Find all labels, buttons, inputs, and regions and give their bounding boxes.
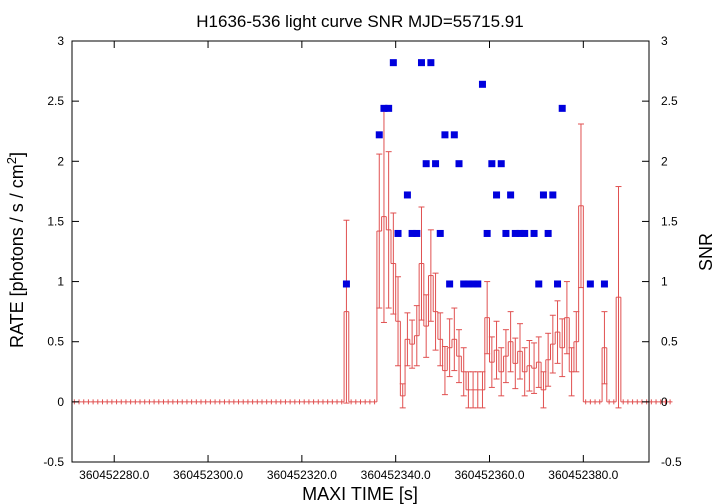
x-tick-label: 360452380.0 [548,468,618,482]
snr-point [375,131,383,139]
snr-point [488,160,496,168]
snr-point [474,280,482,288]
y-tick-label-left: 0 [57,395,64,409]
snr-point [441,131,449,139]
snr-point [521,229,529,237]
snr-point [497,160,505,168]
snr-point [544,229,552,237]
axis-ticks: -0.5 -0.5 0 0 0.5 0.5 1 1 1.5 1.5 2 2 2.5 2.5 3 3 360452… [43,34,682,482]
snr-point [502,229,510,237]
snr-point [478,80,486,88]
snr-point [493,191,501,199]
x-tick-label: 360452360.0 [454,468,524,482]
y-tick-label-left: 3 [57,34,64,48]
snr-point [422,160,430,168]
snr-point [408,229,416,237]
snr-point [455,160,463,168]
x-tick-label: 360452340.0 [361,468,431,482]
y-tick-label-right: 0.5 [661,335,678,349]
snr-point [558,104,566,112]
rate-series [72,110,673,409]
snr-point [586,280,594,288]
snr-series [342,59,608,288]
snr-point [417,59,425,67]
x-tick-label: 360452280.0 [79,468,149,482]
chart-title: H1636-536 light curve SNR MJD=55715.91 [196,12,523,31]
y-tick-label-right: -0.5 [661,455,682,469]
snr-point [460,280,468,288]
snr-point [511,229,519,237]
snr-point [413,229,421,237]
y-tick-label-right: 3 [661,34,668,48]
snr-point [403,191,411,199]
y-tick-label-left: 1.5 [47,214,64,228]
snr-point [539,191,547,199]
snr-point [394,229,402,237]
x-tick-label: 360452320.0 [267,468,337,482]
y-tick-label-left: 2.5 [47,94,64,108]
y-tick-label-left: -0.5 [43,455,64,469]
x-axis-label: MAXI TIME [s] [302,484,418,504]
y-axis-label-left: RATE [photons / s / cm2] [4,152,27,348]
snr-point [342,280,350,288]
snr-point [385,104,393,112]
snr-point [600,280,608,288]
y-tick-label-left: 0.5 [47,335,64,349]
snr-point [554,280,562,288]
y-tick-label-right: 2.5 [661,94,678,108]
snr-point [432,160,440,168]
y-axis-label-right: SNR [696,233,716,271]
snr-point [427,59,435,67]
y-tick-label-left: 1 [57,275,64,289]
snr-point [389,59,397,67]
y-tick-label-right: 2 [661,154,668,168]
snr-point [380,104,388,112]
snr-point [483,229,491,237]
snr-point [469,280,477,288]
y-tick-label-right: 1 [661,275,668,289]
y-tick-label-right: 0 [661,395,668,409]
x-tick-label: 360452300.0 [173,468,243,482]
snr-point [516,229,524,237]
snr-point [507,191,515,199]
snr-point [450,131,458,139]
snr-point [446,280,454,288]
snr-point [464,280,472,288]
snr-point [535,280,543,288]
y-tick-label-right: 1.5 [661,214,678,228]
y-tick-label-left: 2 [57,154,64,168]
snr-point [530,229,538,237]
snr-point [436,229,444,237]
snr-point [549,191,557,199]
plot-frame [71,40,650,463]
